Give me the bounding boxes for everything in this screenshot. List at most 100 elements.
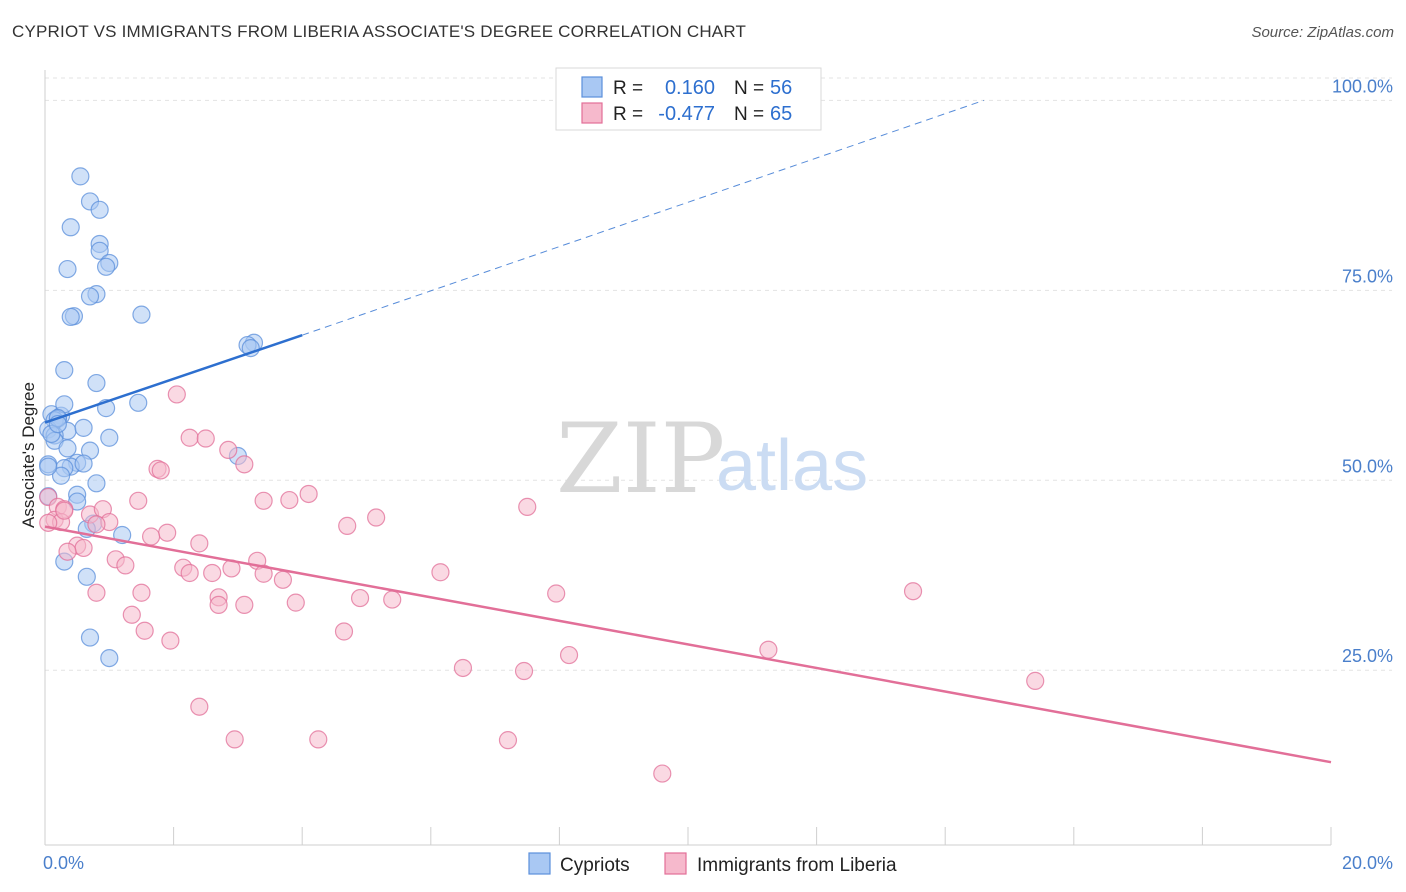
- data-points: [39, 167, 1045, 783]
- bottom-legend-swatch-cypriots: [528, 852, 551, 875]
- cypriot-point: [77, 567, 96, 586]
- liberia-point: [74, 538, 93, 558]
- liberia-point: [338, 516, 357, 535]
- liberia-point: [235, 595, 254, 615]
- series-legend: Cypriots Immigrants from Liberia: [528, 852, 897, 876]
- liberia-point: [203, 563, 222, 583]
- liberia-point: [235, 455, 254, 474]
- grid-lines: [45, 77, 1392, 671]
- liberia-point: [190, 697, 209, 716]
- cypriot-point: [71, 167, 90, 186]
- tick-labels: 25.0% 50.0% 75.0% 100.0% 0.0% 20.0%: [43, 76, 1393, 873]
- cypriot-point: [58, 439, 77, 458]
- bottom-legend-swatch-liberia: [664, 852, 687, 875]
- cypriot-point: [58, 259, 77, 279]
- cypriot-point: [87, 373, 106, 393]
- liberia-trend-line: [44, 525, 1332, 764]
- cypriot-point: [39, 457, 58, 476]
- cypriot-point: [132, 305, 151, 324]
- liberia-point: [161, 631, 180, 650]
- liberia-point: [190, 534, 209, 553]
- liberia-point: [498, 731, 518, 750]
- y-tick-label: 100.0%: [1332, 76, 1393, 96]
- liberia-point: [209, 595, 228, 615]
- liberia-point: [219, 440, 238, 460]
- cypriot-point: [74, 454, 93, 473]
- liberia-point: [273, 570, 293, 589]
- liberia-point: [280, 490, 299, 510]
- liberia-point: [180, 428, 199, 447]
- liberia-point: [431, 563, 450, 582]
- watermark-atlas: atlas: [716, 426, 868, 506]
- cypriot-point: [90, 200, 109, 219]
- liberia-point: [116, 556, 135, 575]
- cypriot-point: [74, 418, 93, 437]
- cypriot-point: [87, 474, 106, 493]
- cypriot-point: [80, 287, 100, 306]
- y-tick-label: 75.0%: [1342, 266, 1393, 286]
- cypriot-point: [80, 628, 100, 647]
- liberia-point: [151, 461, 170, 480]
- liberia-point: [254, 564, 273, 583]
- liberia-point: [1026, 671, 1045, 690]
- liberia-point: [514, 661, 534, 681]
- liberia-point: [132, 583, 151, 602]
- bottom-legend-label-liberia: Immigrants from Liberia: [697, 855, 897, 876]
- liberia-point: [129, 491, 148, 510]
- trend-lines: [44, 99, 1332, 764]
- cypriot-point: [90, 241, 109, 260]
- liberia-point: [87, 583, 106, 602]
- liberia-point: [167, 385, 186, 404]
- liberia-point: [299, 484, 318, 504]
- bottom-legend-label-cypriots: Cypriots: [560, 855, 630, 876]
- watermark: ZIP atlas: [556, 403, 868, 515]
- watermark-zip: ZIP: [556, 403, 725, 515]
- x-tick-label: 20.0%: [1342, 853, 1393, 873]
- cypriot-point: [129, 393, 148, 412]
- y-tick-label: 25.0%: [1342, 646, 1393, 666]
- x-tick-label: 0.0%: [43, 853, 84, 873]
- y-tick-label: 50.0%: [1342, 456, 1393, 476]
- liberia-point: [55, 501, 74, 520]
- chart-title: CYPRIOT VS IMMIGRANTS FROM LIBERIA ASSOC…: [12, 22, 747, 41]
- cypriot-point: [55, 361, 74, 380]
- cypriot-point: [96, 257, 116, 276]
- legend-n-label-2: N =: [734, 104, 764, 125]
- liberia-point: [309, 730, 328, 749]
- liberia-point: [547, 584, 566, 603]
- source-credit: Source: ZipAtlas.com: [1251, 24, 1394, 41]
- liberia-point: [518, 497, 537, 516]
- liberia-point: [58, 542, 77, 561]
- liberia-point: [180, 563, 199, 583]
- liberia-point: [158, 523, 177, 542]
- liberia-point: [653, 764, 672, 783]
- cypriot-point: [100, 648, 119, 668]
- liberia-point: [903, 582, 923, 601]
- cypriot-point: [51, 466, 71, 485]
- cypriot-trend-line: [44, 333, 303, 424]
- correlation-legend: R = 0.160 N = 56 R = -0.477 N = 65: [555, 67, 822, 131]
- liberia-point: [122, 605, 141, 624]
- legend-n-label-1: N =: [734, 78, 764, 99]
- legend-r-label-2: R =: [613, 104, 643, 125]
- legend-n-value-2: 65: [770, 103, 792, 125]
- liberia-point: [254, 491, 273, 510]
- cypriot-point: [61, 307, 80, 327]
- liberia-point: [334, 622, 354, 641]
- liberia-point: [759, 640, 778, 659]
- legend-r-label-1: R =: [613, 78, 643, 99]
- liberia-point: [367, 508, 386, 527]
- liberia-point: [87, 515, 106, 534]
- cypriot-point: [61, 218, 80, 237]
- liberia-point: [453, 658, 473, 678]
- legend-swatch-liberia: [581, 102, 603, 124]
- liberia-point: [286, 593, 305, 612]
- liberia-point: [383, 590, 402, 609]
- liberia-point: [350, 588, 370, 608]
- legend-n-value-1: 56: [770, 77, 792, 99]
- cypriot-point: [100, 428, 119, 447]
- liberia-point: [141, 527, 161, 546]
- liberia-point: [559, 645, 579, 665]
- cypriot-trend-extension: [302, 99, 984, 336]
- liberia-point: [196, 429, 215, 448]
